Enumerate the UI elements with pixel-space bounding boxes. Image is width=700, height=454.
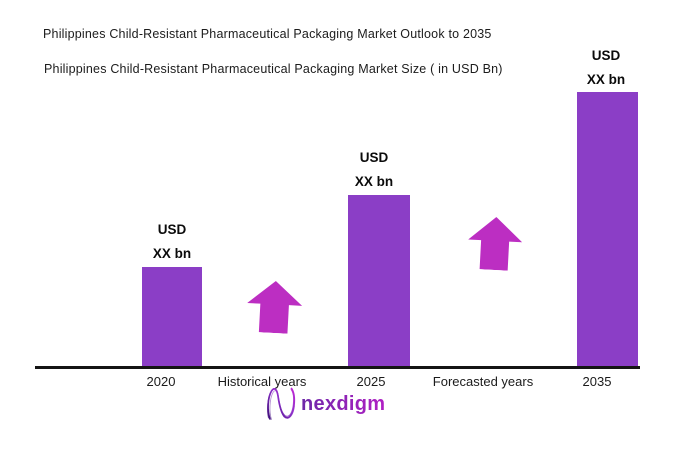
x-tick-2035: 2035 — [582, 374, 612, 389]
x-axis-line — [35, 366, 640, 369]
bar-2025 — [348, 195, 410, 368]
period-label-forecasted: Forecasted years — [432, 374, 534, 389]
chart-title: Philippines Child-Resistant Pharmaceutic… — [43, 27, 492, 41]
bar-value-usd-2035: USD — [591, 48, 621, 63]
bar-value-amount-2020: XX bn — [152, 246, 192, 261]
bar-value-label-2035: USD XX bn — [546, 44, 666, 92]
bar-value-label-2020: USD XX bn — [112, 218, 232, 266]
nexdigm-logo: nexdigm — [265, 385, 385, 423]
up-arrow-icon — [467, 216, 524, 272]
period-label-historical: Historical years — [217, 374, 307, 389]
bar-value-usd-2020: USD — [157, 222, 187, 237]
bar-2020 — [142, 267, 202, 368]
x-tick-2025: 2025 — [356, 374, 386, 389]
bar-value-usd-2025: USD — [359, 150, 389, 165]
x-tick-2020: 2020 — [146, 374, 176, 389]
bar-value-amount-2025: XX bn — [354, 174, 394, 189]
bar-value-label-2025: USD XX bn — [314, 146, 434, 194]
nexdigm-n-swirl-icon — [267, 387, 296, 420]
chart-subtitle: Philippines Child-Resistant Pharmaceutic… — [44, 62, 503, 76]
bar-value-amount-2035: XX bn — [586, 72, 626, 87]
up-arrow-icon — [246, 280, 304, 335]
nexdigm-wordmark: nexdigm — [301, 392, 386, 415]
bar-2035 — [577, 92, 638, 368]
